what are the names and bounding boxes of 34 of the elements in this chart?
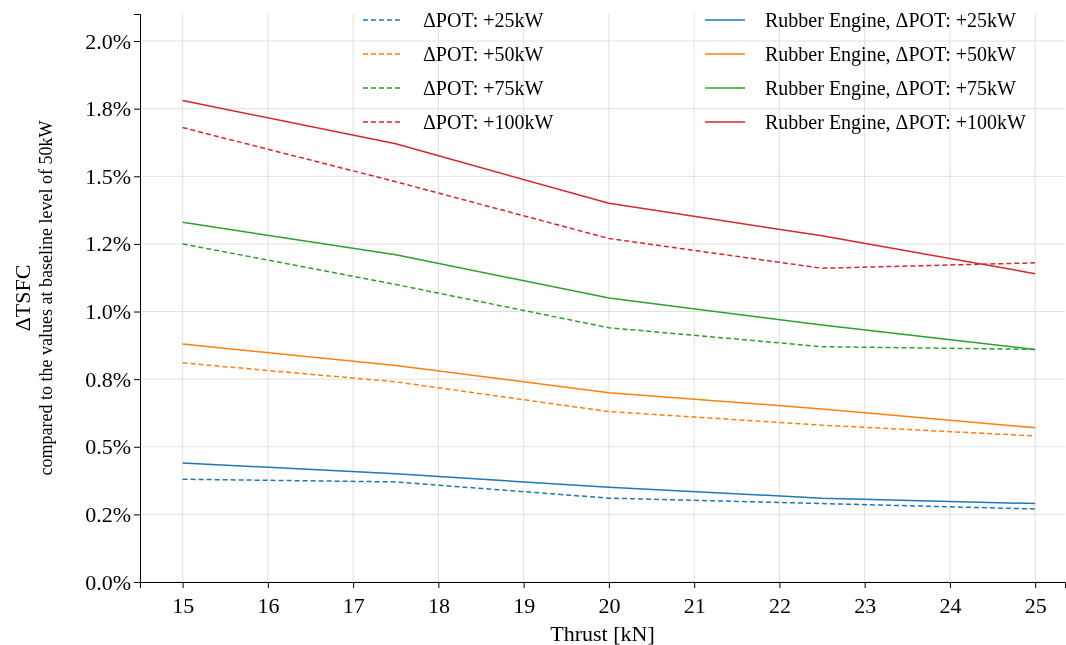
x-axis-title: Thrust [kN] <box>550 621 655 645</box>
legend-label: Rubber Engine, ΔPOT: +25kW <box>765 9 1017 32</box>
legend-label: ΔPOT: +100kW <box>423 111 554 133</box>
y-tick-label: 0.0% <box>85 569 131 595</box>
y-tick-label: 1.0% <box>85 299 131 325</box>
legend-label: Rubber Engine, ΔPOT: +100kW <box>765 111 1027 134</box>
legend-label: Rubber Engine, ΔPOT: +75kW <box>765 77 1017 100</box>
y-tick-label: 1.8% <box>85 96 131 122</box>
y-tick-label: 0.5% <box>85 434 131 460</box>
x-tick-label: 17 <box>342 593 365 618</box>
x-tick-label: 22 <box>768 593 791 618</box>
y-tick-label: 0.2% <box>85 501 131 527</box>
x-tick-label: 15 <box>172 593 195 618</box>
x-tick-label: 20 <box>598 593 621 618</box>
x-tick-label: 24 <box>939 593 962 618</box>
x-tick-label: 23 <box>854 593 877 618</box>
y-tick-label: 1.2% <box>85 231 131 257</box>
x-tick-label: 21 <box>683 593 706 618</box>
legend-label: Rubber Engine, ΔPOT: +50kW <box>765 43 1017 66</box>
legend-label: ΔPOT: +25kW <box>423 9 544 31</box>
line-series <box>181 99 1036 275</box>
y-tick-label: 2.0% <box>85 28 131 54</box>
line-series <box>181 478 1036 510</box>
y-tick-label: 1.5% <box>85 163 131 189</box>
line-series <box>181 343 1036 429</box>
legend-label: ΔPOT: +50kW <box>423 43 544 65</box>
legend-label: ΔPOT: +75kW <box>423 77 544 99</box>
x-tick-label: 25 <box>1024 593 1047 618</box>
y-tick-label: 0.8% <box>85 366 131 392</box>
x-tick-label: 19 <box>513 593 536 618</box>
x-tick-label: 16 <box>257 593 280 618</box>
y-axis-title: ΔTSFC compared to the values at baseline level of 50kW <box>10 120 56 476</box>
line-series <box>181 462 1036 505</box>
x-tick-label: 18 <box>427 593 450 618</box>
